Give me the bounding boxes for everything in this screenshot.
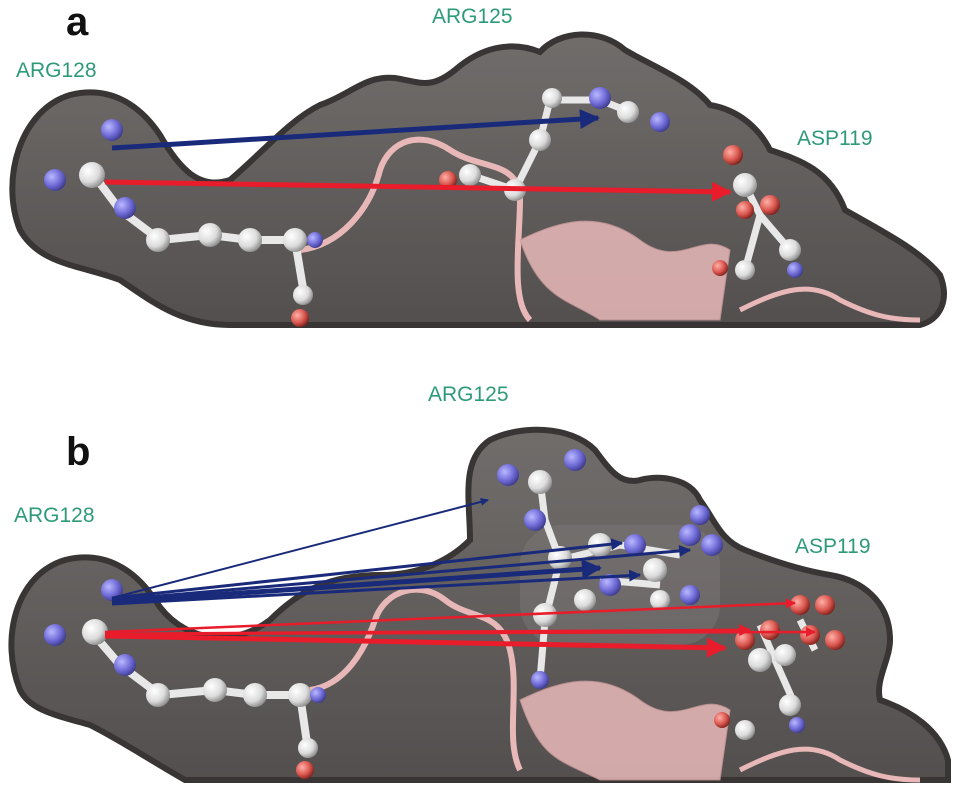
label-arg128-a: ARG128 bbox=[16, 59, 97, 82]
panel-b-letter: b bbox=[66, 430, 91, 474]
panel-b bbox=[8, 426, 951, 783]
panel-a-letter: a bbox=[66, 0, 89, 44]
arrow-blue-b1 bbox=[111, 497, 489, 599]
ribbon-sheet-a bbox=[519, 220, 731, 321]
ribbon-b bbox=[309, 586, 523, 772]
label-asp119-a: ASP119 bbox=[797, 127, 873, 150]
label-arg125-b: ARG125 bbox=[428, 383, 509, 406]
asp119-sidechain-a bbox=[712, 145, 803, 280]
arg128-sidechain-b bbox=[44, 579, 326, 779]
arrow-red-b1 bbox=[104, 598, 796, 634]
arrow-red-b3 bbox=[104, 624, 752, 637]
arrow-blue-b5 bbox=[111, 569, 642, 606]
arrow-blue-b2 bbox=[111, 538, 624, 600]
label-asp119-b: ASP119 bbox=[795, 535, 871, 558]
arrow-blue-b4 bbox=[111, 559, 602, 605]
ribbon-strand-a bbox=[738, 286, 921, 323]
ribbon-strand-b bbox=[738, 746, 921, 783]
arrow-blue-b3 bbox=[111, 544, 692, 602]
arg128-sidechain-a bbox=[44, 119, 323, 327]
arrow-blue-a bbox=[111, 109, 600, 151]
ribbon-a bbox=[299, 136, 533, 323]
arrow-red-b4 bbox=[104, 633, 727, 658]
label-arg128-b: ARG128 bbox=[14, 504, 95, 527]
panel-a bbox=[9, 31, 947, 328]
ribbon-sheet-b bbox=[519, 680, 731, 781]
label-arg125-a: ARG125 bbox=[432, 5, 513, 28]
arrow-red-a bbox=[104, 179, 732, 202]
